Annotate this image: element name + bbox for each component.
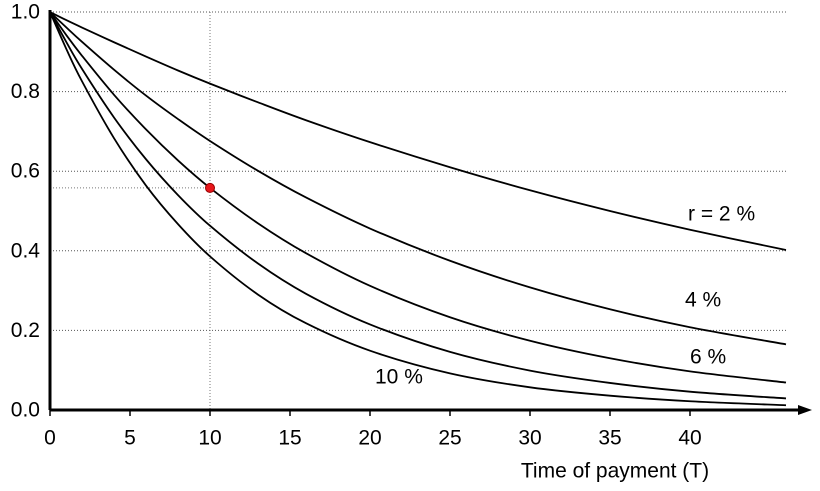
x-tick-label: 35 — [598, 427, 621, 450]
series-label: r = 2 % — [688, 203, 755, 226]
series-line — [49, 11, 787, 251]
series-label: 10 % — [375, 366, 423, 389]
x-tick-label: 30 — [518, 427, 541, 450]
x-tick-label: 5 — [124, 427, 136, 450]
y-tick-label: 0.8 — [11, 80, 40, 103]
y-tick-label: 0.0 — [11, 399, 40, 422]
x-tick-label: 10 — [198, 427, 221, 450]
series-line — [49, 11, 787, 346]
x-tick-label: 15 — [278, 427, 301, 450]
x-tick-label: 40 — [678, 427, 701, 450]
series-line — [49, 11, 787, 400]
y-tick-label: 0.2 — [11, 319, 40, 342]
x-tick-label: 25 — [438, 427, 461, 450]
y-tick-label: 1.0 — [11, 1, 40, 24]
series-label: 6 % — [690, 346, 726, 369]
x-axis-arrow — [798, 405, 812, 415]
x-axis-label: Time of payment (T) — [521, 460, 709, 483]
y-tick-label: 0.4 — [11, 239, 41, 262]
series-label: 4 % — [685, 289, 721, 312]
y-tick-label: 0.6 — [11, 160, 40, 183]
x-tick-label: 20 — [358, 427, 381, 450]
x-tick-label: 0 — [44, 427, 56, 450]
series-line — [49, 11, 787, 407]
highlight-point — [205, 182, 215, 193]
series-line — [49, 11, 787, 384]
